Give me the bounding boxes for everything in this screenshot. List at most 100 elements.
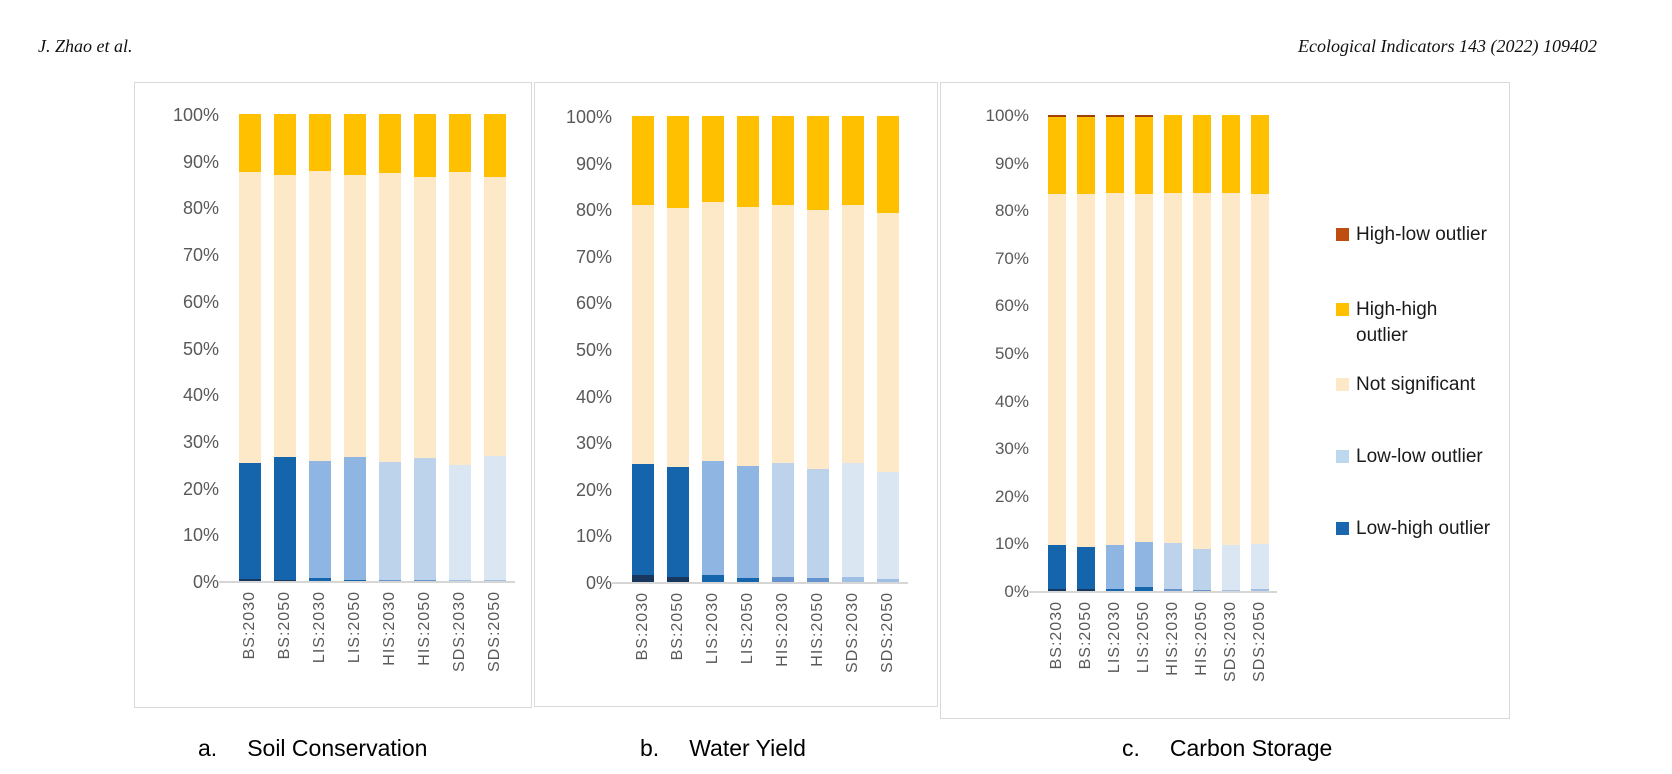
caption-letter: b. xyxy=(640,735,660,761)
bar-segment xyxy=(1047,116,1066,194)
bar-segment xyxy=(343,174,366,457)
y-tick-label: 30% xyxy=(575,433,612,454)
y-tick-label: 40% xyxy=(994,391,1029,411)
y-tick-label: 50% xyxy=(994,344,1029,363)
y-tick-label: 10% xyxy=(994,534,1029,554)
bar-segment xyxy=(378,173,401,462)
bar-segment xyxy=(701,575,724,582)
bar-segment xyxy=(876,471,899,580)
bar-segment xyxy=(273,456,296,580)
x-axis-label: LIS:2050 xyxy=(1134,601,1152,674)
bar-segment xyxy=(1076,547,1095,589)
x-axis-label: LIS:2030 xyxy=(1105,601,1123,674)
bar-segment xyxy=(1192,193,1211,549)
bar-segment xyxy=(1134,541,1153,588)
journal-citation: Ecological Indicators 143 (2022) 109402 xyxy=(1298,36,1597,56)
legend-label: Low-high outlier xyxy=(1356,518,1491,539)
bar-segment xyxy=(1105,544,1124,589)
bar-segment xyxy=(1250,589,1269,591)
bar-segment xyxy=(841,462,864,578)
bar-segment xyxy=(666,577,689,582)
x-axis-label: BS:2030 xyxy=(1047,601,1065,670)
bar-segment xyxy=(841,577,864,582)
bar-segment xyxy=(1105,116,1124,194)
bar-segment xyxy=(413,580,436,581)
bar-segment xyxy=(1047,115,1066,117)
x-axis-label: LIS:2050 xyxy=(738,592,756,665)
x-axis-label: HIS:2030 xyxy=(380,591,398,666)
bar-segment xyxy=(413,177,436,459)
x-axis-label: SDS:2030 xyxy=(843,592,861,673)
bar-segment xyxy=(1221,544,1240,590)
y-tick-label: 100% xyxy=(172,105,219,125)
bar-segment xyxy=(1076,116,1095,195)
low-low-outlier-swatch-icon xyxy=(1336,450,1349,463)
legend-item-high-high-outlier: High-high outlier xyxy=(1336,297,1448,349)
bar-segment xyxy=(343,114,366,175)
y-tick-label: 60% xyxy=(575,293,612,314)
bar-segment xyxy=(771,116,794,205)
x-axis-label: BS:2050 xyxy=(275,591,293,660)
bar-segment xyxy=(1163,542,1182,590)
bar-segment xyxy=(806,116,829,211)
x-axis-label: HIS:2050 xyxy=(1192,601,1210,676)
bar-segment xyxy=(1105,588,1124,591)
bar-segment xyxy=(631,204,654,464)
plot-area-water-yield: 0% 10% 20% 30% 40% 50% 60% 70% 80% 90% 100% BS:2030… xyxy=(566,107,908,673)
plot-area-soil-conservation: 0% 10% 20% 30% 40% 50% 60% 70% 80% 90% 100% BS:2030… xyxy=(173,105,515,672)
legend-item-low-high-outlier: Low-high outlier xyxy=(1336,516,1508,542)
x-axis-label: SDS:2050 xyxy=(485,591,503,672)
x-axis-label: SDS:2030 xyxy=(450,591,468,672)
bar-segment xyxy=(1163,589,1182,591)
bar-segment xyxy=(876,116,899,213)
legend-item-high-low-outlier: High-low outlier xyxy=(1336,222,1508,248)
legend: High-low outlier High-high outlier Not s… xyxy=(1336,216,1508,576)
x-axis-label: BS:2050 xyxy=(1076,601,1094,670)
bar-segment xyxy=(238,171,261,463)
bar-segment xyxy=(413,114,436,178)
bar-segment xyxy=(1192,548,1211,590)
high-high-outlier-swatch-icon xyxy=(1336,303,1349,316)
x-axis-label: LIS:2030 xyxy=(703,592,721,665)
bar-segment xyxy=(666,116,689,209)
y-tick-label: 80% xyxy=(575,200,612,221)
bar-segment xyxy=(308,114,331,171)
y-tick-label: 90% xyxy=(994,153,1029,173)
bar-segment xyxy=(483,455,506,581)
bar-segment xyxy=(701,116,724,202)
not-significant-swatch-icon xyxy=(1336,378,1349,391)
bar-segment xyxy=(736,116,759,207)
bar-segment xyxy=(666,466,689,578)
bar-segment xyxy=(1163,193,1182,543)
bar-segment xyxy=(876,579,899,582)
bar-segment xyxy=(413,458,436,581)
bar-segment xyxy=(666,208,689,467)
bar-segment xyxy=(1047,545,1066,589)
y-tick-label: 30% xyxy=(994,439,1029,459)
y-tick-label: 40% xyxy=(182,385,219,406)
bar-segment xyxy=(1134,116,1153,194)
x-axis-label: HIS:2030 xyxy=(773,592,791,667)
caption-letter: a. xyxy=(198,735,218,761)
caption-water-yield: b. Water Yield xyxy=(640,735,806,762)
caption-title: Soil Conservation xyxy=(247,735,428,761)
bar-segment xyxy=(631,116,654,205)
bar-segment xyxy=(378,114,401,174)
x-axis-label: SDS:2050 xyxy=(1250,601,1268,682)
bar-segment xyxy=(841,116,864,206)
bar-segment xyxy=(1250,544,1269,590)
bar-segment xyxy=(1134,193,1153,542)
bar-segment xyxy=(273,174,296,457)
bar-segment xyxy=(876,212,899,472)
caption-title: Water Yield xyxy=(689,735,806,761)
bar-segment xyxy=(1076,115,1095,117)
bar-segment xyxy=(771,204,794,464)
bar-segment xyxy=(308,578,331,581)
x-axis-label: BS:2030 xyxy=(633,592,651,661)
y-tick-label: 0% xyxy=(585,573,612,593)
y-tick-label: 70% xyxy=(575,246,612,267)
legend-item-not-significant: Not significant xyxy=(1336,372,1508,398)
bar-segment xyxy=(238,114,261,172)
bar-segment xyxy=(1134,587,1153,591)
y-tick-label: 70% xyxy=(182,245,219,266)
